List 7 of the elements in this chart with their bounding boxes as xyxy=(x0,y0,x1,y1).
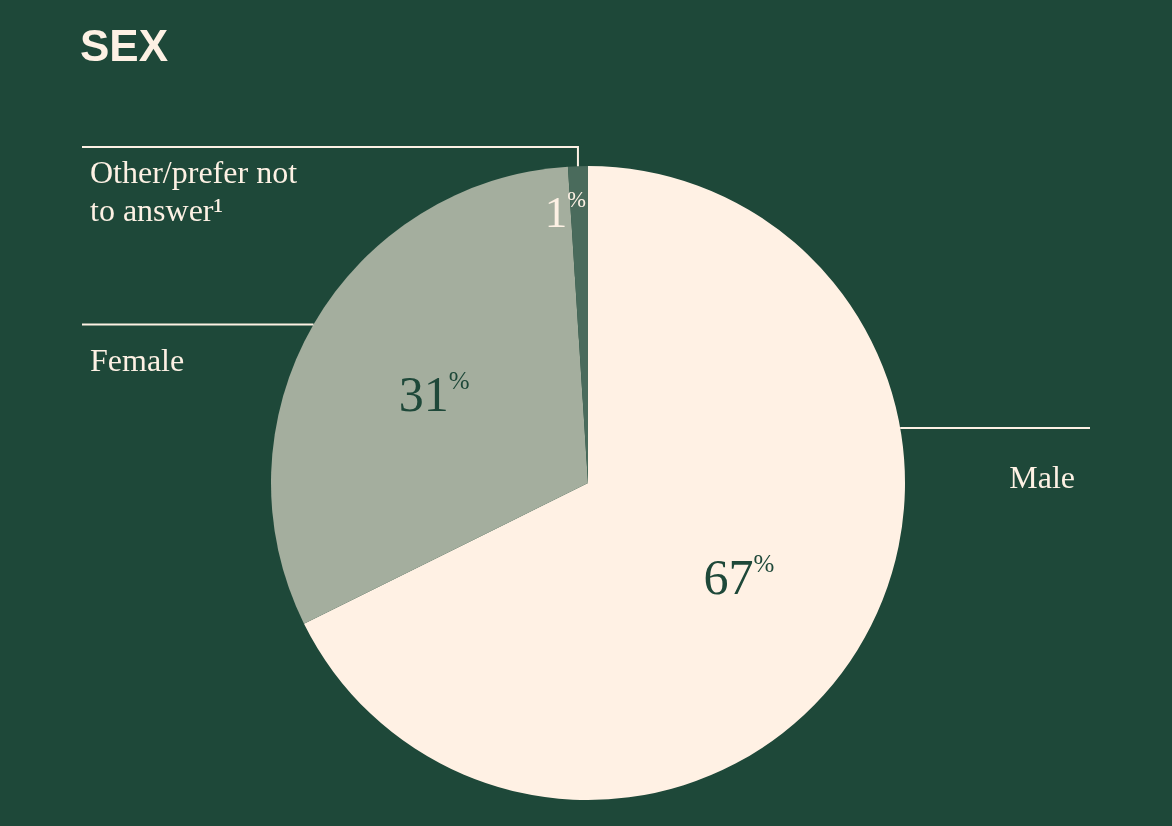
chart-title: SEX xyxy=(80,21,169,70)
slice-label: Other/prefer not to answer¹ xyxy=(90,154,298,228)
data-label: 67$^{%}$ xyxy=(703,548,775,605)
data-label: 31$^{%}$ xyxy=(398,366,470,423)
slice-label: Female xyxy=(90,341,185,378)
slice-label: Male xyxy=(1009,458,1075,495)
data-label: 1$^{%}$ xyxy=(544,186,586,237)
